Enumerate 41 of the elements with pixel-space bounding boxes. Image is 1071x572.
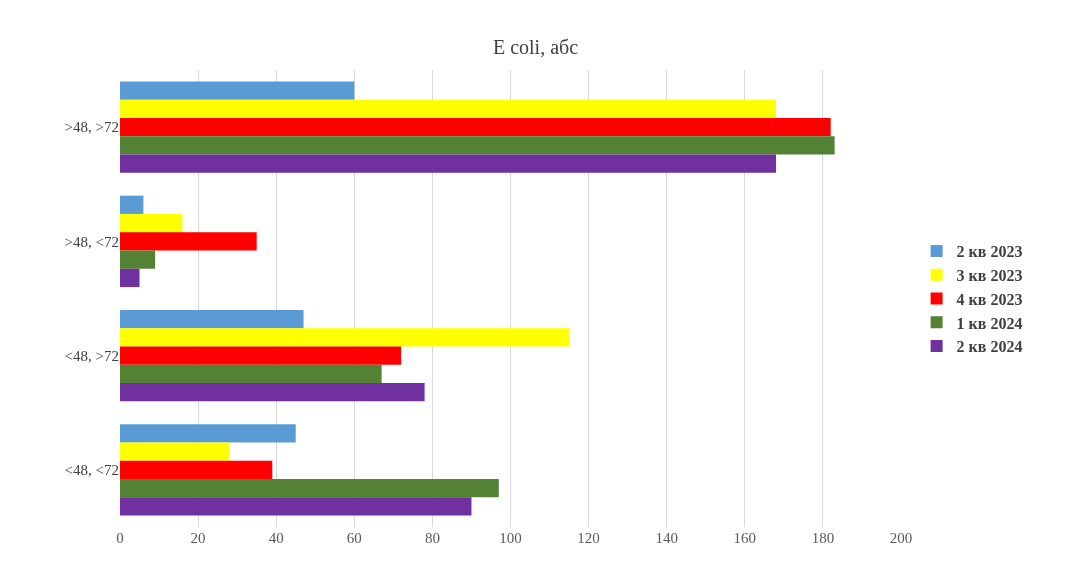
bar xyxy=(120,497,472,516)
legend-label: 2 кв 2024 xyxy=(956,338,1023,356)
bar xyxy=(120,232,257,251)
x-tick-label: 100 xyxy=(499,530,522,546)
bar xyxy=(120,136,835,155)
bar xyxy=(120,81,355,100)
bar xyxy=(120,383,425,402)
y-tick-label: <48, >72 xyxy=(64,347,119,364)
legend-label: 4 кв 2023 xyxy=(956,290,1023,308)
x-tick-label: 200 xyxy=(889,530,913,546)
x-tick-label: 20 xyxy=(190,530,206,546)
legend-label: 2 кв 2023 xyxy=(956,243,1023,261)
x-tick-label: 60 xyxy=(346,530,362,546)
y-tick-label: >48, <72 xyxy=(64,233,119,250)
legend-label: 3 кв 2023 xyxy=(956,266,1023,284)
bar xyxy=(120,328,570,347)
bar xyxy=(120,479,499,498)
bar xyxy=(120,460,273,480)
bar xyxy=(120,346,402,365)
y-tick-label: <48, <72 xyxy=(64,462,119,479)
chart-title: E coli, абс xyxy=(492,36,579,59)
x-tick-label: 80 xyxy=(424,530,440,546)
y-tick-label: >48, >72 xyxy=(64,119,119,136)
bar xyxy=(120,442,230,461)
x-tick-label: 40 xyxy=(268,530,284,546)
x-tick-label: 160 xyxy=(733,530,757,546)
bar xyxy=(120,309,304,329)
bar xyxy=(120,268,140,288)
bar xyxy=(120,213,183,233)
bar xyxy=(120,117,831,137)
x-tick-label: 0 xyxy=(116,530,124,546)
legend-label: 1 кв 2024 xyxy=(956,314,1023,332)
bar xyxy=(120,424,296,443)
bar xyxy=(120,195,144,214)
bar xyxy=(120,154,777,173)
bar xyxy=(120,364,382,384)
x-tick-label: 120 xyxy=(577,530,600,546)
x-tick-label: 140 xyxy=(655,530,678,546)
bar xyxy=(120,250,156,269)
x-tick-label: 180 xyxy=(811,530,835,546)
bar xyxy=(120,99,777,118)
